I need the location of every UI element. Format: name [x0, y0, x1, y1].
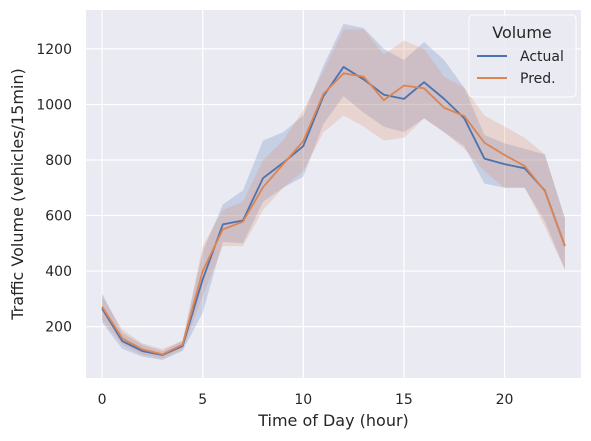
y-tick-label: 800	[45, 153, 72, 169]
x-tick-label: 5	[198, 392, 207, 408]
legend-title: Volume	[492, 23, 552, 42]
y-tick-label: 400	[45, 264, 72, 280]
y-tick-labels: 200 400 600 800 1000 1200	[36, 42, 72, 336]
y-tick-label: 600	[45, 209, 72, 225]
confidence-bands	[102, 23, 565, 360]
series-line-pred	[101, 72, 566, 356]
x-tick-label: 0	[98, 392, 107, 408]
legend-label-actual: Actual	[520, 49, 564, 65]
legend: Volume Actual Pred.	[468, 14, 577, 98]
y-tick-label: 200	[45, 320, 72, 336]
x-tick-label: 20	[496, 392, 514, 408]
x-tick-label: 10	[294, 392, 312, 408]
series-line-actual	[101, 66, 566, 356]
x-tick-label: 15	[395, 392, 413, 408]
y-axis-title: Traffic Volume (vehicles/15min)	[8, 68, 27, 320]
confidence-band-actual	[102, 23, 565, 360]
series-lines	[101, 66, 566, 356]
x-axis-title: Time of Day (hour)	[257, 411, 409, 430]
x-tick-labels: 0 5 10 15 20	[98, 392, 514, 408]
y-tick-label: 1200	[36, 42, 72, 58]
legend-box	[468, 14, 577, 98]
y-tick-label: 1000	[36, 97, 72, 113]
confidence-band-pred	[102, 29, 565, 359]
legend-label-pred: Pred.	[520, 71, 556, 87]
